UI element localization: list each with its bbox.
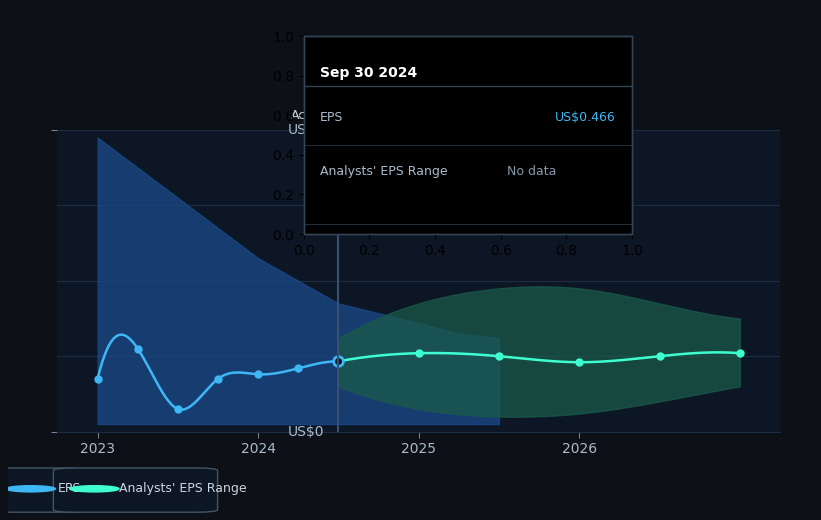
Text: Analysts' EPS Range: Analysts' EPS Range xyxy=(119,483,246,495)
Text: Sep 30 2024: Sep 30 2024 xyxy=(320,66,417,80)
Circle shape xyxy=(70,486,119,492)
Text: EPS: EPS xyxy=(57,483,80,495)
Text: US$0: US$0 xyxy=(287,425,324,438)
Text: Analysts Forecasts: Analysts Forecasts xyxy=(346,110,463,123)
Text: US$0.466: US$0.466 xyxy=(555,111,616,124)
FancyBboxPatch shape xyxy=(0,468,86,512)
Text: US$2: US$2 xyxy=(287,123,324,137)
Circle shape xyxy=(7,486,56,492)
Text: No data: No data xyxy=(507,165,557,178)
Text: Actual: Actual xyxy=(291,110,330,123)
Text: Analysts' EPS Range: Analysts' EPS Range xyxy=(320,165,447,178)
FancyBboxPatch shape xyxy=(53,468,218,512)
Text: EPS: EPS xyxy=(320,111,343,124)
